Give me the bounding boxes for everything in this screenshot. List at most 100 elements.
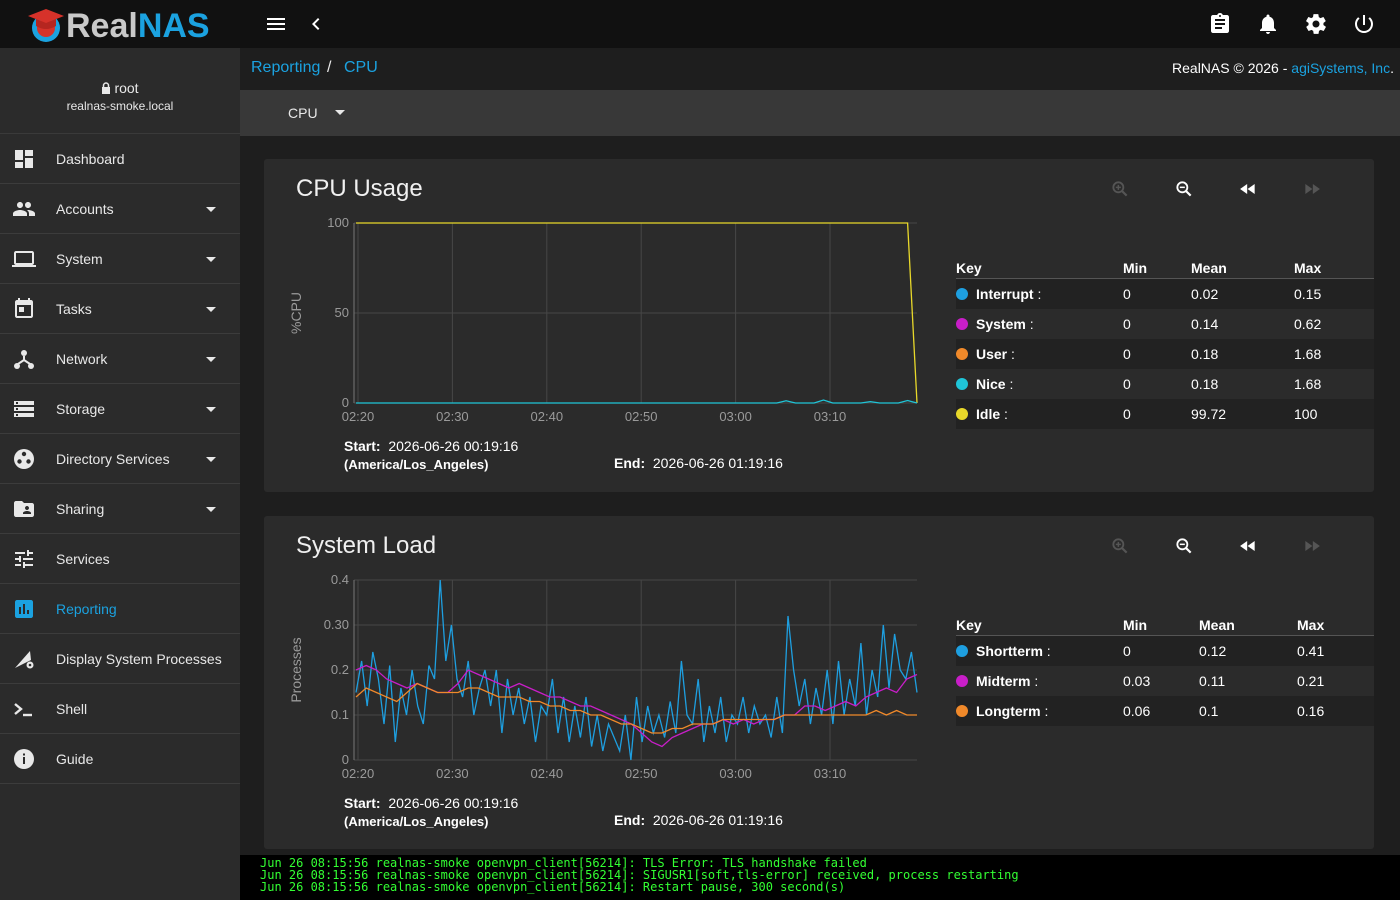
x-tick-label: 02:40 [531, 409, 564, 424]
sidebar-item-sharing[interactable]: Sharing [0, 484, 240, 534]
laptop-icon [12, 251, 36, 267]
series-color-dot [956, 675, 968, 687]
step-forward-icon[interactable] [1302, 179, 1322, 199]
series-name: Idle : [976, 406, 1008, 422]
logo-mark-icon [28, 9, 64, 42]
sidebar-item-dashboard[interactable]: Dashboard [0, 134, 240, 184]
range-end: End: 2026-06-26 01:19:16 [614, 812, 783, 828]
sidebar-item-system[interactable]: System [0, 234, 240, 284]
power-icon[interactable] [1352, 12, 1376, 36]
sidebar-item-accounts[interactable]: Accounts [0, 184, 240, 234]
series-max: 1.68 [1294, 376, 1322, 392]
legend-row-interrupt: Interrupt : 0 0.02 0.15 [956, 279, 1374, 309]
report-type-select[interactable]: CPU [288, 105, 318, 121]
series-color-dot [956, 318, 968, 330]
series-min: 0 [1123, 376, 1131, 392]
range-start: Start: 2026-06-26 00:19:16 (America/Los_… [344, 795, 519, 829]
sidebar-item-reporting[interactable]: Reporting [0, 584, 240, 634]
series-color-dot [956, 408, 968, 420]
y-tick-label: 0 [342, 395, 349, 410]
legend-row-system: System : 0 0.14 0.62 [956, 309, 1374, 339]
range-end: End: 2026-06-26 01:19:16 [614, 455, 783, 471]
sidebar-item-guide[interactable]: Guide [0, 734, 240, 784]
bar-chart-icon [15, 600, 33, 618]
x-tick-label: 02:50 [625, 409, 658, 424]
x-tick-label: 02:20 [342, 409, 375, 424]
y-axis-label: Processes [288, 637, 304, 702]
legend-row-idle: Idle : 0 99.72 100 [956, 399, 1374, 429]
y-axis-label: %CPU [288, 292, 304, 334]
zoom-out-icon[interactable] [1174, 536, 1194, 556]
breadcrumb: Reporting / CPU RealNAS © 2026 - agiSyst… [240, 48, 1400, 90]
series-color-dot [956, 378, 968, 390]
card-title: System Load [296, 532, 437, 559]
chevron-down-icon [206, 357, 216, 362]
sidebar-item-label: Tasks [56, 300, 92, 317]
sidebar-item-tasks[interactable]: Tasks [0, 284, 240, 334]
y-tick-label: 0.30 [324, 617, 349, 632]
series-color-dot [956, 348, 968, 360]
series-mean: 0.12 [1199, 643, 1227, 659]
company-link[interactable]: agiSystems, Inc [1291, 60, 1391, 76]
zoom-in-icon[interactable] [1110, 179, 1130, 199]
sidebar-item-label: Sharing [56, 500, 105, 517]
series-min: 0 [1123, 286, 1131, 302]
step-back-icon[interactable] [1238, 536, 1258, 556]
x-tick-label: 03:00 [719, 409, 752, 424]
calendar-icon [15, 298, 33, 318]
info-icon [14, 749, 34, 769]
sidebar-item-label: Display System Processes [56, 650, 222, 667]
sidebar-item-label: Dashboard [56, 150, 125, 167]
x-tick-label: 02:30 [436, 766, 469, 781]
user-host: realnas-smoke.local [66, 99, 174, 113]
chevron-down-icon[interactable] [335, 110, 345, 115]
sidebar-item-label: Network [56, 350, 108, 367]
zoom-out-icon[interactable] [1174, 179, 1194, 199]
sidebar-item-display-system-processes[interactable]: Display System Processes [0, 634, 240, 684]
step-back-icon[interactable] [1238, 179, 1258, 199]
people-icon [13, 202, 35, 216]
series-min: 0 [1123, 346, 1131, 362]
sidebar-item-services[interactable]: Services [0, 534, 240, 584]
menu-icon[interactable] [264, 12, 288, 36]
legend-header: Key Min Mean Max [956, 614, 1374, 636]
series-line-longterm [355, 682, 917, 734]
sidebar-item-network[interactable]: Network [0, 334, 240, 384]
series-name: Nice : [976, 376, 1014, 392]
chevron-down-icon [206, 407, 216, 412]
clipboard-icon[interactable] [1208, 12, 1232, 36]
legend-row-user: User : 0 0.18 1.68 [956, 339, 1374, 369]
back-chevron-icon[interactable] [304, 12, 328, 36]
breadcrumb-link-reporting[interactable]: Reporting [251, 59, 321, 76]
chevron-down-icon [206, 257, 216, 262]
storage-icon [14, 401, 34, 417]
x-tick-label: 02:50 [625, 766, 658, 781]
console-line: Jun 26 08:15:56 realnas-smoke openvpn_cl… [260, 856, 867, 870]
report-selector-bar: CPU [240, 90, 1400, 136]
sidebar-item-directory-services[interactable]: Directory Services [0, 434, 240, 484]
y-tick-label: 0.1 [331, 707, 349, 722]
x-tick-label: 02:30 [436, 409, 469, 424]
series-mean: 0.14 [1191, 316, 1219, 332]
breadcrumb-current-cpu[interactable]: CPU [344, 59, 378, 76]
series-max: 0.15 [1294, 286, 1322, 302]
step-forward-icon[interactable] [1302, 536, 1322, 556]
series-min: 0.06 [1123, 703, 1151, 719]
gear-icon[interactable] [1304, 12, 1328, 36]
series-mean: 0.02 [1191, 286, 1219, 302]
system-load-card: System Load 02:20 02:30 02:40 02:50 03:00 03:… [264, 516, 1374, 849]
user-block: root realnas-smoke.local [0, 48, 240, 134]
series-name: User : [976, 346, 1015, 362]
bell-icon[interactable] [1256, 12, 1280, 36]
series-line-nice [356, 399, 918, 404]
terminal-icon [14, 703, 32, 717]
sidebar-item-label: Accounts [56, 200, 114, 217]
series-min: 0.03 [1123, 673, 1151, 689]
zoom-in-icon[interactable] [1110, 536, 1130, 556]
series-max: 1.68 [1294, 346, 1322, 362]
sidebar-item-shell[interactable]: Shell [0, 684, 240, 734]
app-logo[interactable]: RealNAS [24, 6, 229, 46]
share-folder-icon [14, 501, 34, 517]
console-log: Jun 26 08:15:56 realnas-smoke openvpn_cl… [240, 855, 1400, 900]
sidebar-item-storage[interactable]: Storage [0, 384, 240, 434]
